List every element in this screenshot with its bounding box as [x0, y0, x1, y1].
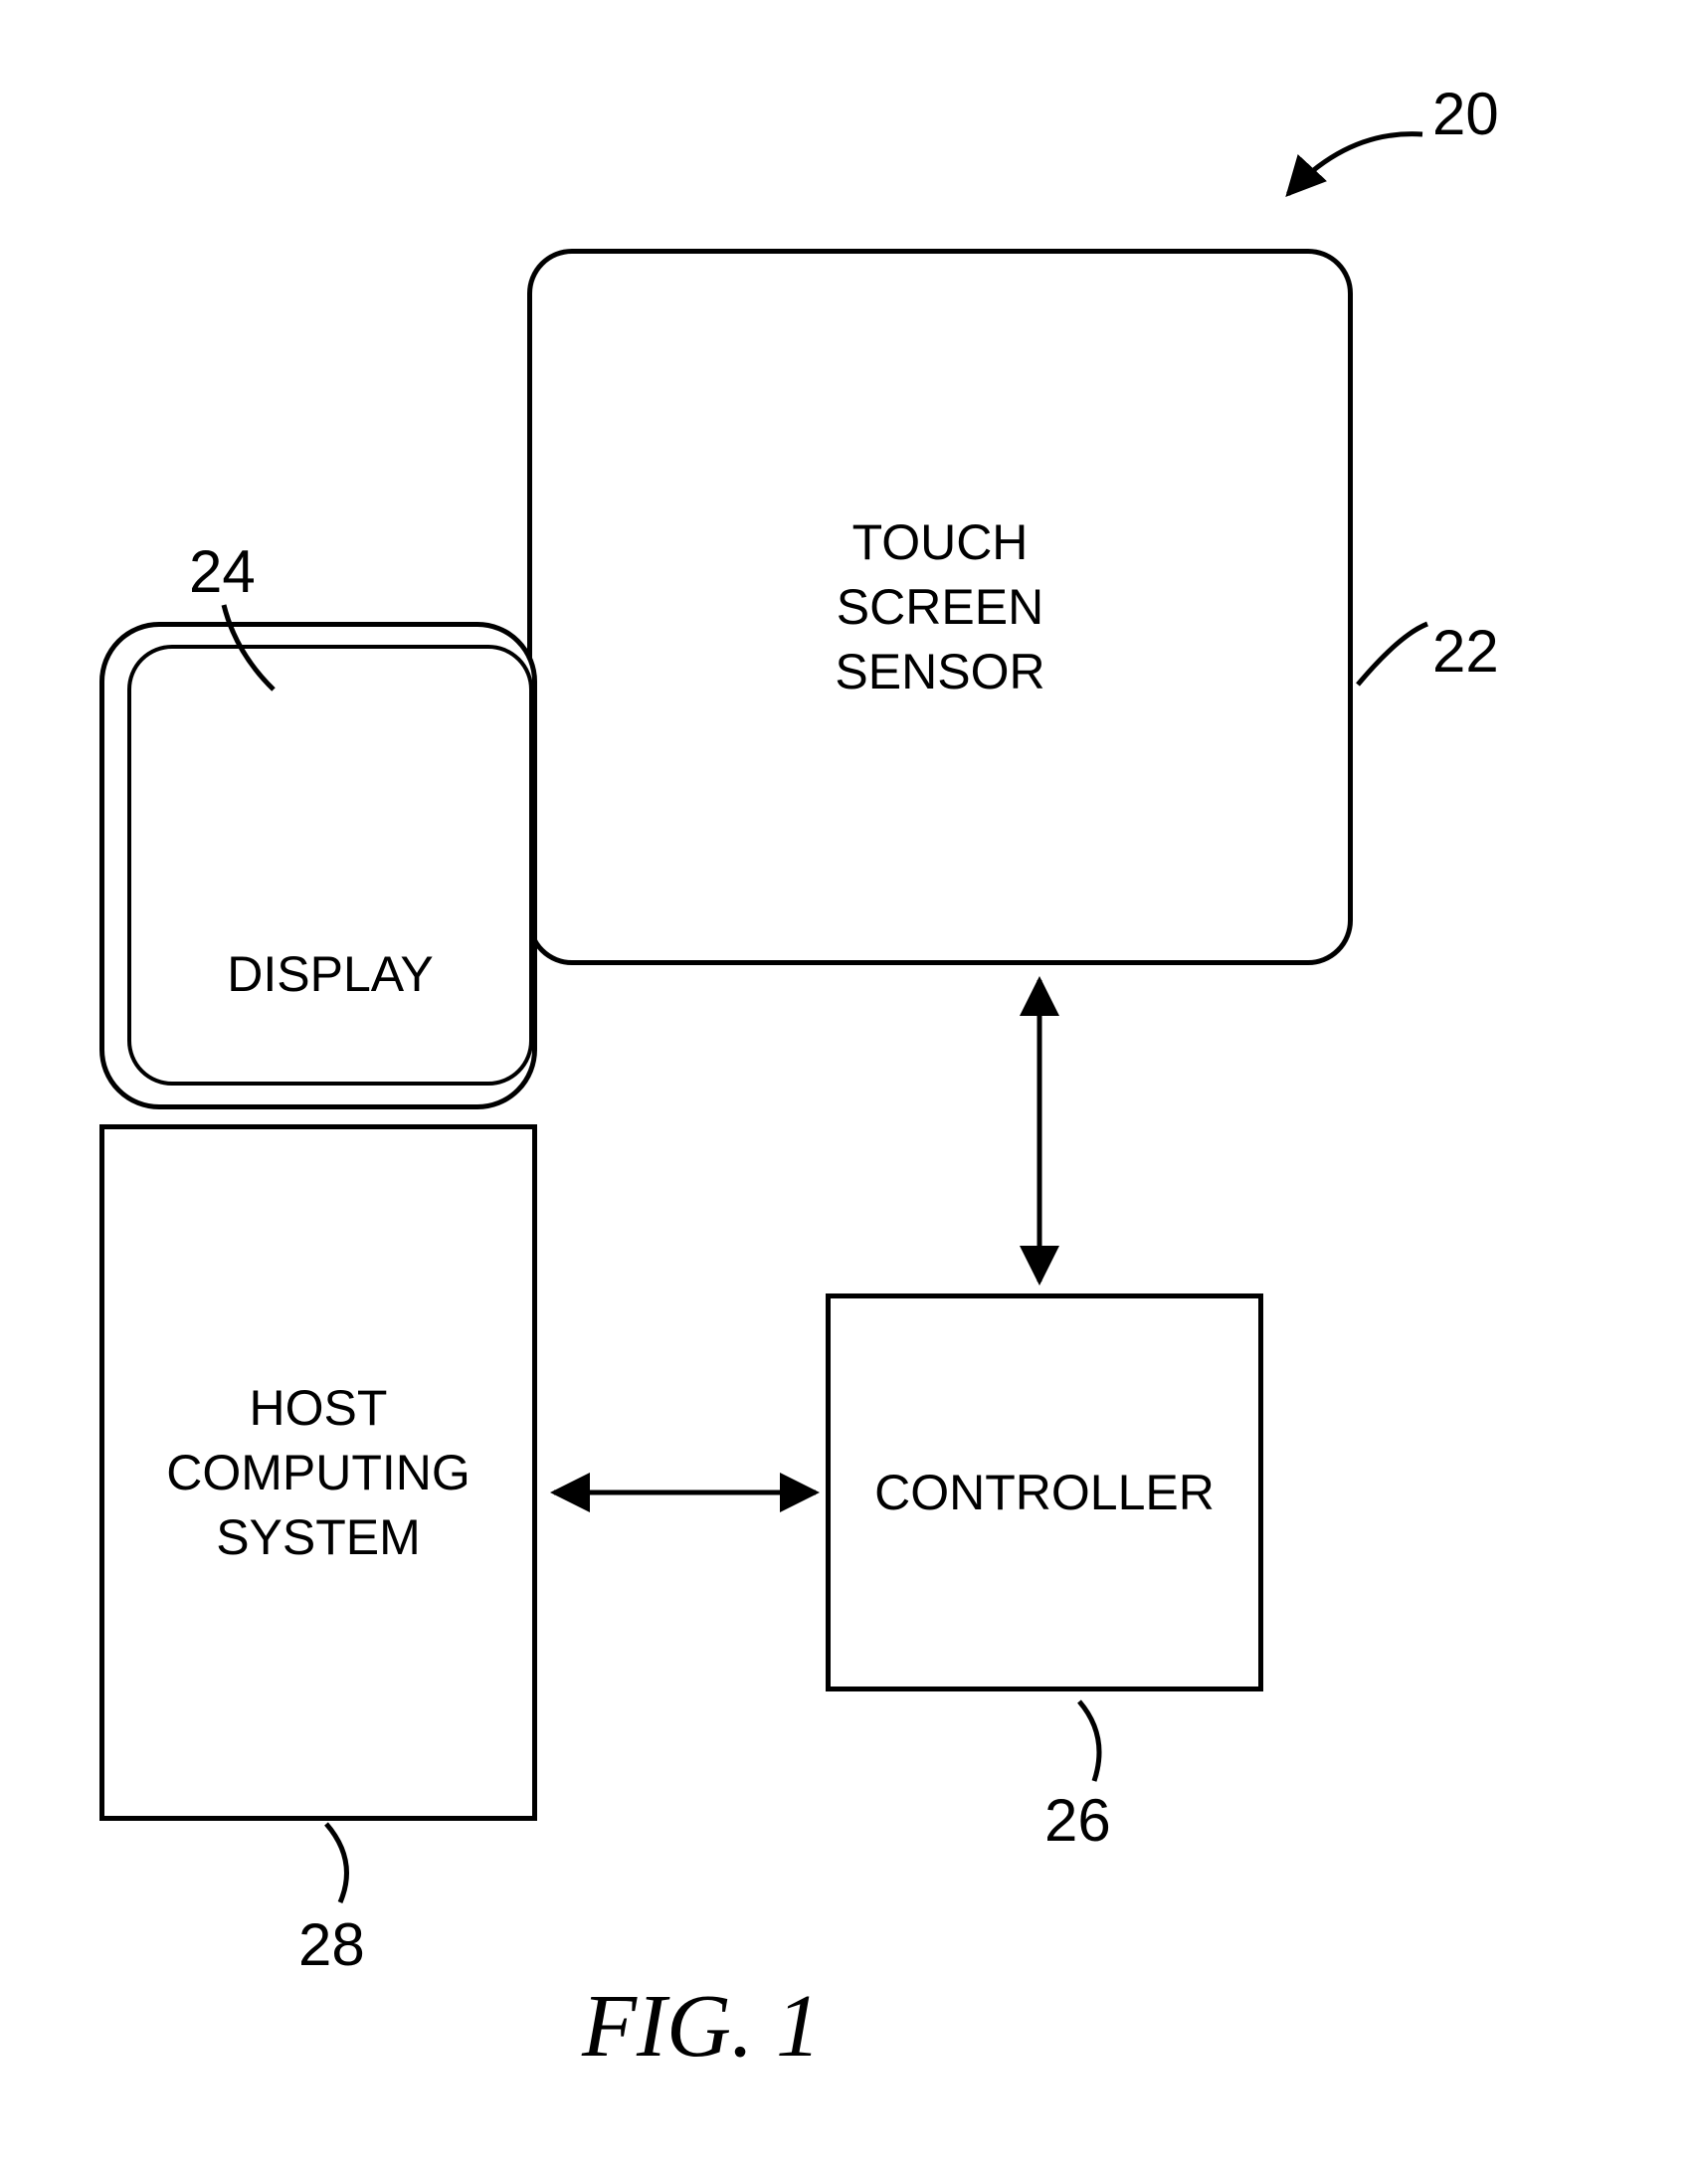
ref-label-28: 28 — [298, 1910, 365, 1979]
ref-label-24: 24 — [189, 537, 256, 606]
node-controller: CONTROLLER — [826, 1293, 1263, 1691]
leader-26 — [1079, 1701, 1099, 1781]
node-host: HOSTCOMPUTINGSYSTEM — [99, 1124, 537, 1821]
leader-22 — [1358, 624, 1427, 685]
node-display-label: DISPLAY — [227, 942, 434, 1007]
ref-label-26: 26 — [1044, 1786, 1111, 1855]
node-display-inner: DISPLAY — [127, 645, 533, 1086]
node-touch-sensor: TOUCHSCREENSENSOR — [527, 249, 1353, 965]
leader-28 — [326, 1824, 346, 1902]
leader-20 — [1288, 134, 1422, 194]
node-controller-label: CONTROLLER — [874, 1461, 1215, 1525]
ref-label-22: 22 — [1432, 617, 1499, 686]
node-host-label: HOSTCOMPUTINGSYSTEM — [166, 1376, 471, 1570]
ref-label-20: 20 — [1432, 80, 1499, 148]
node-touch-sensor-label: TOUCHSCREENSENSOR — [835, 510, 1044, 704]
figure-label: FIG. 1 — [582, 1975, 821, 2078]
